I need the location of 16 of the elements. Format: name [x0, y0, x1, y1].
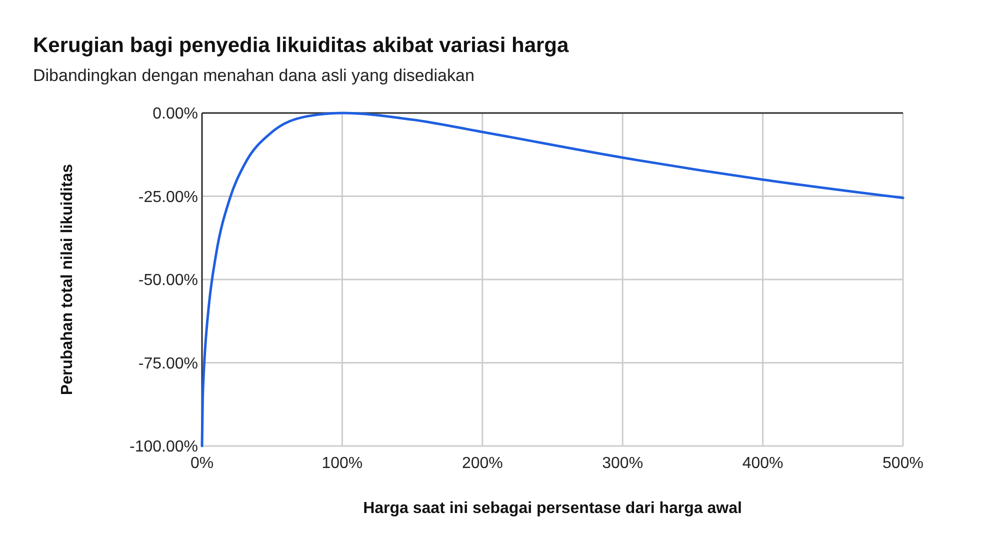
y-tick-label: -75.00% — [138, 355, 198, 372]
y-tick-label: -100.00% — [130, 438, 198, 456]
x-axis-title: Harga saat ini sebagai persentase dari harga awal — [363, 500, 742, 517]
line-series — [200, 112, 904, 448]
chart-subtitle: Dibandingkan dengan menahan dana asli yang disediakan — [33, 66, 474, 85]
x-tick-label: 400% — [742, 455, 784, 472]
x-tick-label: 200% — [462, 455, 503, 472]
chart-title: Kerugian bagi penyedia likuiditas akibat variasi harga — [33, 34, 570, 57]
x-tick-label: 0% — [190, 455, 214, 472]
y-tick-label: 0.00% — [152, 106, 198, 123]
y-tick-label: -25.00% — [138, 188, 198, 206]
y-axis-title: Perubahan total nilai likuiditas — [59, 164, 76, 396]
x-tick-label: 100% — [322, 455, 363, 472]
x-tick-label: 500% — [882, 455, 924, 472]
x-tick-label: 300% — [602, 455, 644, 472]
y-tick-label: -50.00% — [138, 272, 198, 290]
